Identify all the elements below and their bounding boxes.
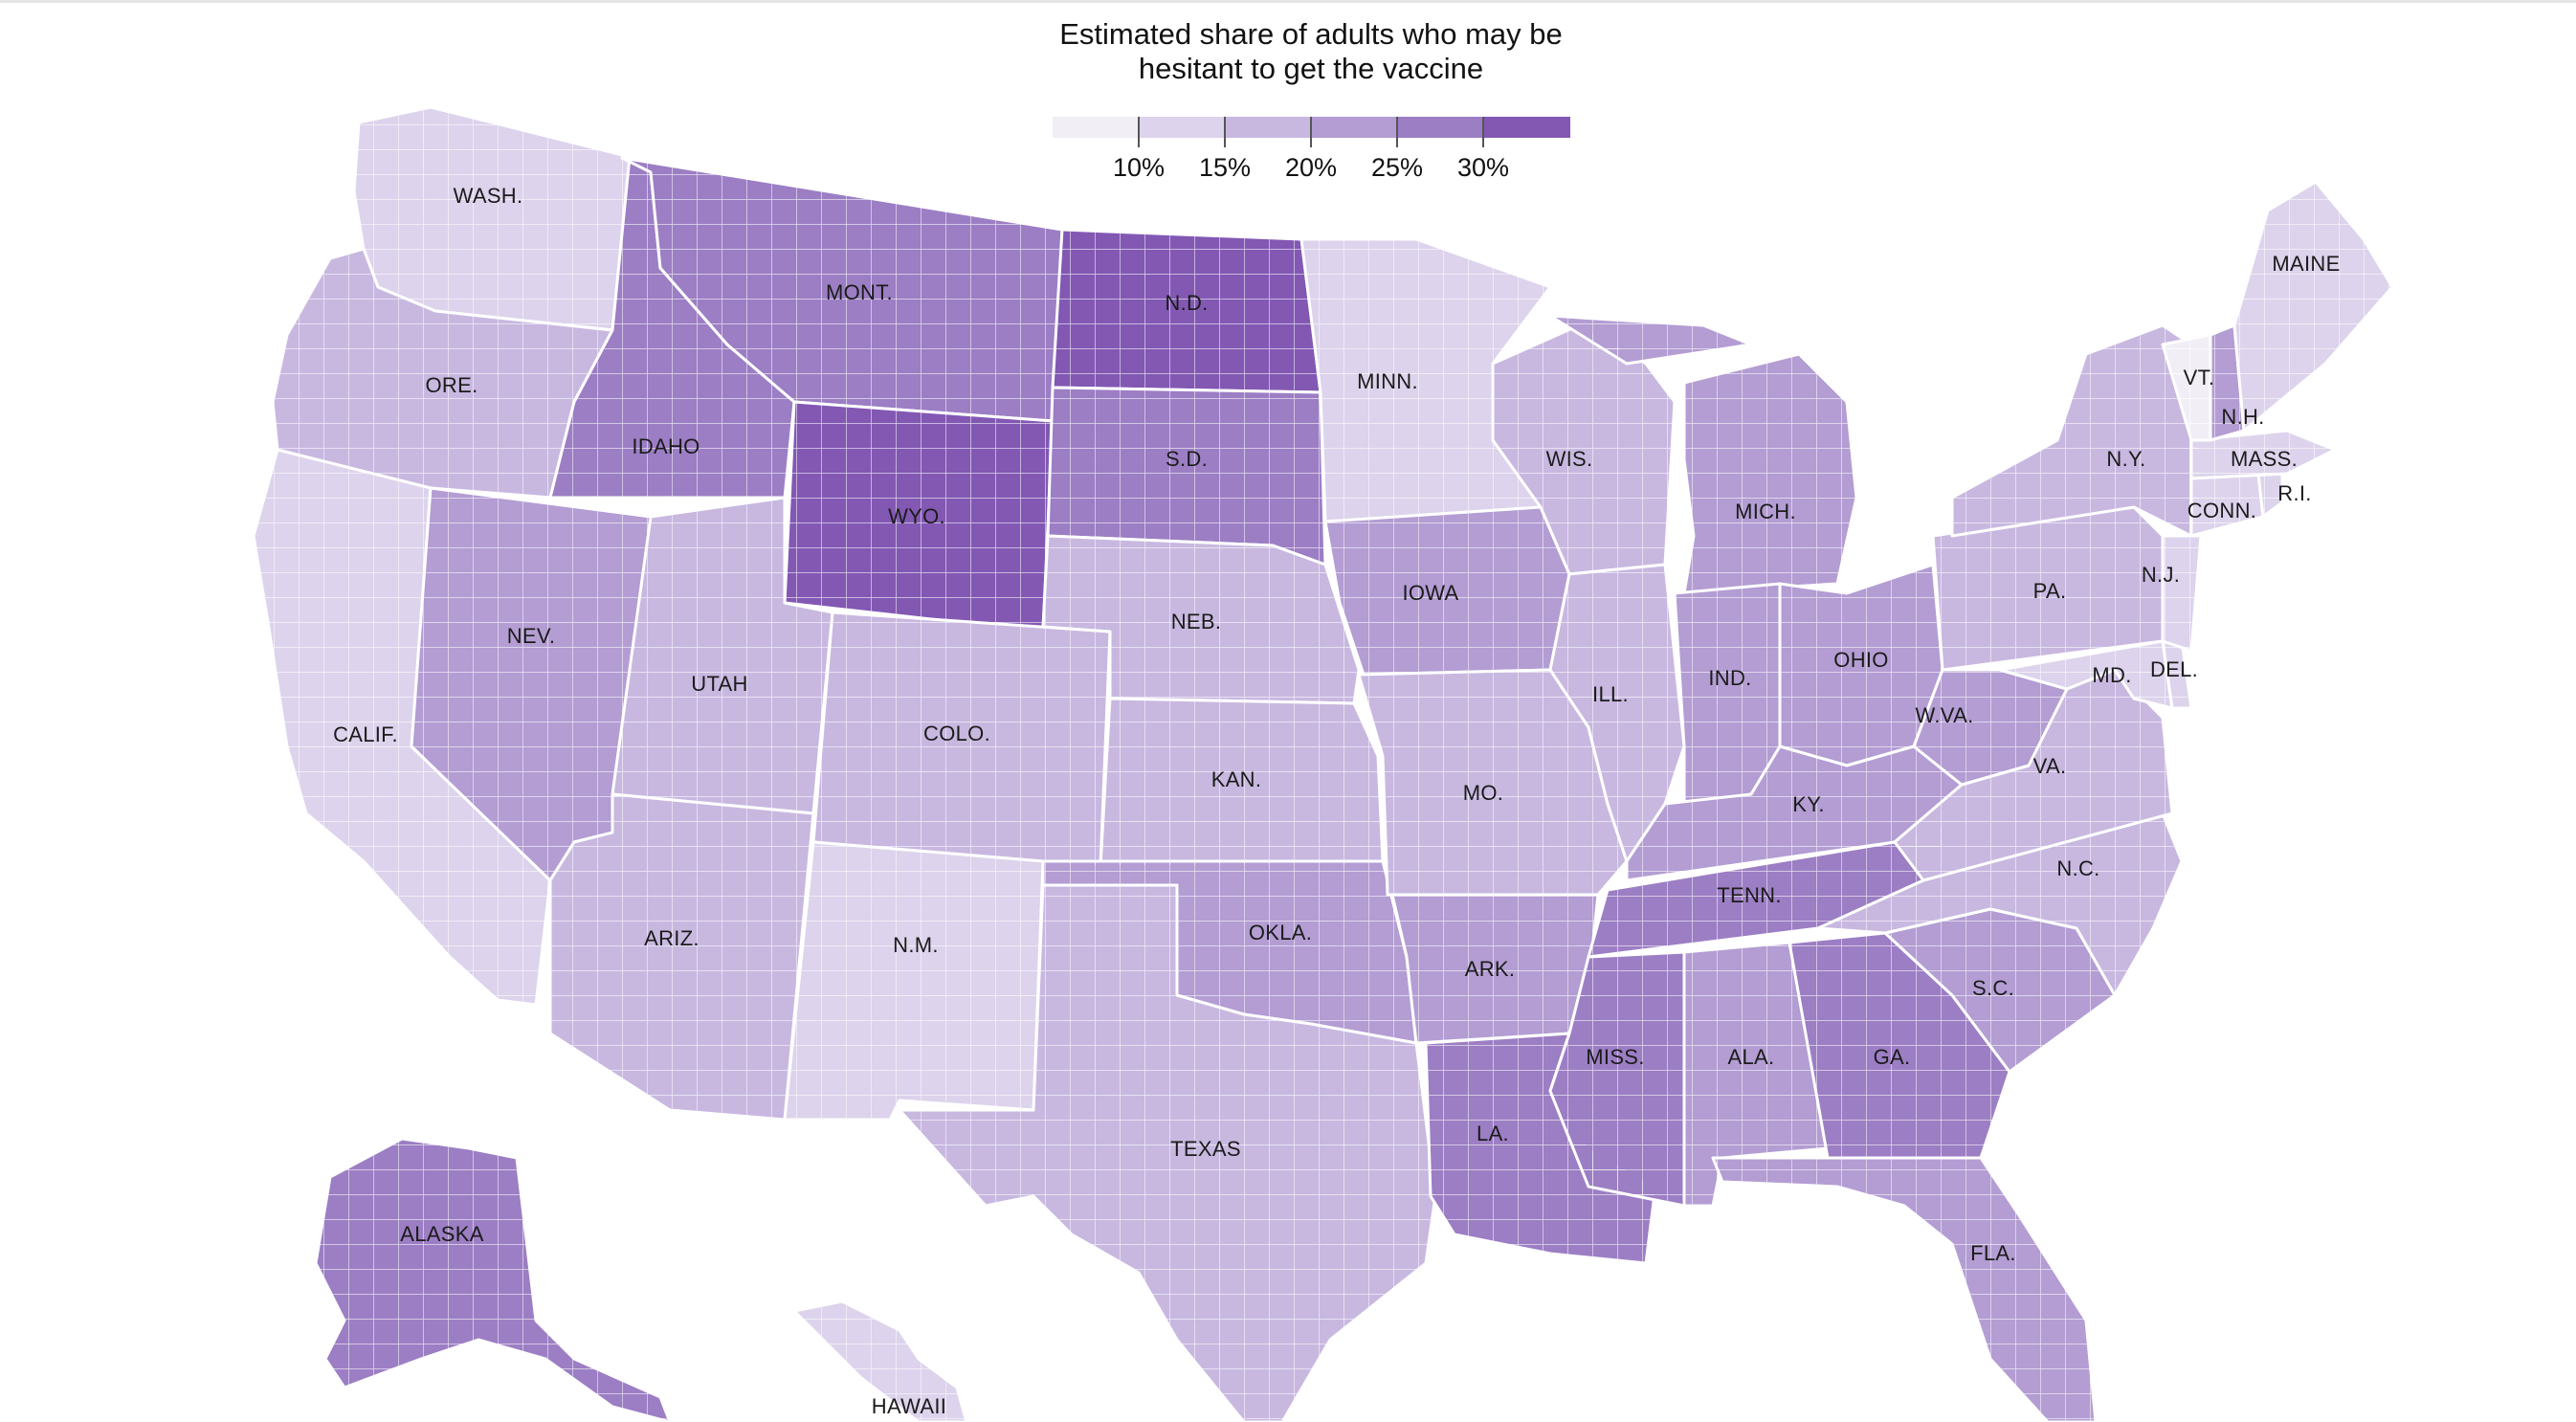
label-kan: KAN. — [1211, 767, 1262, 791]
label-mass: MASS. — [2231, 447, 2298, 471]
label-nh: N.H. — [2221, 405, 2264, 429]
label-minn: MINN. — [1357, 369, 1418, 393]
legend-title-line2: hesitant to get the vaccine — [1138, 52, 1484, 85]
legend-swatch — [1483, 117, 1570, 138]
label-wash: WASH. — [454, 184, 523, 208]
legend-title-line1: Estimated share of adults who may be — [1059, 17, 1563, 51]
label-miss: MISS. — [1586, 1045, 1644, 1069]
label-nc: N.C. — [2056, 856, 2099, 880]
label-ohio: OHIO — [1833, 648, 1888, 672]
label-mich: MICH. — [1735, 500, 1796, 523]
state-labels-layer: WASH. ORE. CALIF. IDAHO NEV. MONT. WYO. … — [333, 184, 2340, 1418]
legend-swatch — [1311, 117, 1398, 138]
label-ore: ORE. — [426, 373, 478, 397]
label-nev: NEV. — [507, 624, 556, 648]
legend-tick-label: 15% — [1198, 153, 1252, 182]
label-utah: UTAH — [691, 672, 747, 696]
legend-tick-label: 25% — [1370, 153, 1424, 182]
label-mont: MONT. — [826, 280, 893, 304]
legend-tick — [1310, 117, 1312, 147]
label-alaska: ALASKA — [400, 1222, 483, 1246]
label-nd: N.D. — [1165, 291, 1208, 315]
state-ny[interactable] — [1950, 323, 2203, 538]
label-wis: WIS. — [1546, 447, 1593, 471]
label-conn: CONN. — [2187, 499, 2256, 522]
legend-tick-label: 30% — [1456, 153, 1510, 182]
label-colo: COLO. — [923, 722, 990, 745]
legend-tick — [1224, 117, 1226, 147]
label-calif: CALIF. — [333, 722, 398, 746]
label-ri: R.I. — [2277, 481, 2311, 505]
label-sd: S.D. — [1166, 447, 1208, 471]
legend-swatch — [1397, 117, 1484, 138]
label-del: DEL. — [2150, 657, 2198, 681]
label-la: LA. — [1477, 1122, 1509, 1145]
label-ny: N.Y. — [2106, 447, 2145, 471]
color-legend: Estimated share of adults who may be hes… — [1053, 17, 1570, 182]
label-idaho: IDAHO — [632, 434, 700, 458]
state-maine[interactable] — [2232, 180, 2394, 433]
label-hawaii: HAWAII — [872, 1394, 946, 1418]
label-ark: ARK. — [1465, 957, 1516, 981]
state-fla[interactable] — [1711, 1156, 2098, 1422]
legend-tick-label: 10% — [1112, 153, 1166, 182]
legend-tick — [1138, 117, 1140, 147]
state-nj[interactable] — [2161, 534, 2203, 653]
legend-swatch — [1225, 117, 1312, 138]
states-layer — [252, 105, 2394, 1422]
legend-title: Estimated share of adults who may be hes… — [1053, 17, 1569, 86]
label-tenn: TENN. — [1717, 883, 1782, 907]
label-neb: NEB. — [1171, 610, 1222, 633]
label-iowa: IOWA — [1402, 581, 1458, 605]
label-fla: FLA. — [1970, 1241, 2016, 1265]
state-nm[interactable] — [783, 840, 1045, 1122]
label-va: VA. — [2033, 754, 2067, 778]
legend-color-scale: 10% 15% 20% 25% 30% — [1053, 117, 1570, 182]
label-nj: N.J. — [2142, 563, 2180, 587]
label-wva: W.VA. — [1916, 703, 1974, 727]
label-maine: MAINE — [2272, 252, 2340, 276]
label-ala: ALA. — [1728, 1045, 1775, 1069]
top-rule — [0, 0, 2576, 3]
label-texas: TEXAS — [1170, 1137, 1241, 1161]
legend-tick — [1396, 117, 1398, 147]
label-sc: S.C. — [1972, 976, 2014, 1000]
state-mich[interactable] — [1682, 352, 1858, 595]
state-alaska[interactable] — [314, 1137, 672, 1422]
label-pa: PA. — [2033, 579, 2067, 603]
label-md: MD. — [2092, 663, 2131, 687]
label-ill: ILL. — [1592, 682, 1629, 706]
label-okla: OKLA. — [1249, 921, 1312, 944]
label-ky: KY. — [1792, 792, 1825, 816]
label-nm: N.M. — [893, 933, 939, 957]
label-ga: GA. — [1874, 1045, 1911, 1069]
label-wyo: WYO. — [888, 504, 945, 528]
legend-swatch — [1139, 117, 1226, 138]
legend-swatch — [1053, 117, 1140, 138]
label-mo: MO. — [1463, 781, 1503, 805]
legend-tick-label: 20% — [1284, 153, 1338, 182]
label-vt: VT. — [2184, 366, 2215, 389]
label-ind: IND. — [1708, 666, 1751, 690]
legend-tick — [1482, 117, 1484, 147]
state-ariz[interactable] — [548, 792, 815, 1122]
label-ariz: ARIZ. — [644, 926, 700, 950]
